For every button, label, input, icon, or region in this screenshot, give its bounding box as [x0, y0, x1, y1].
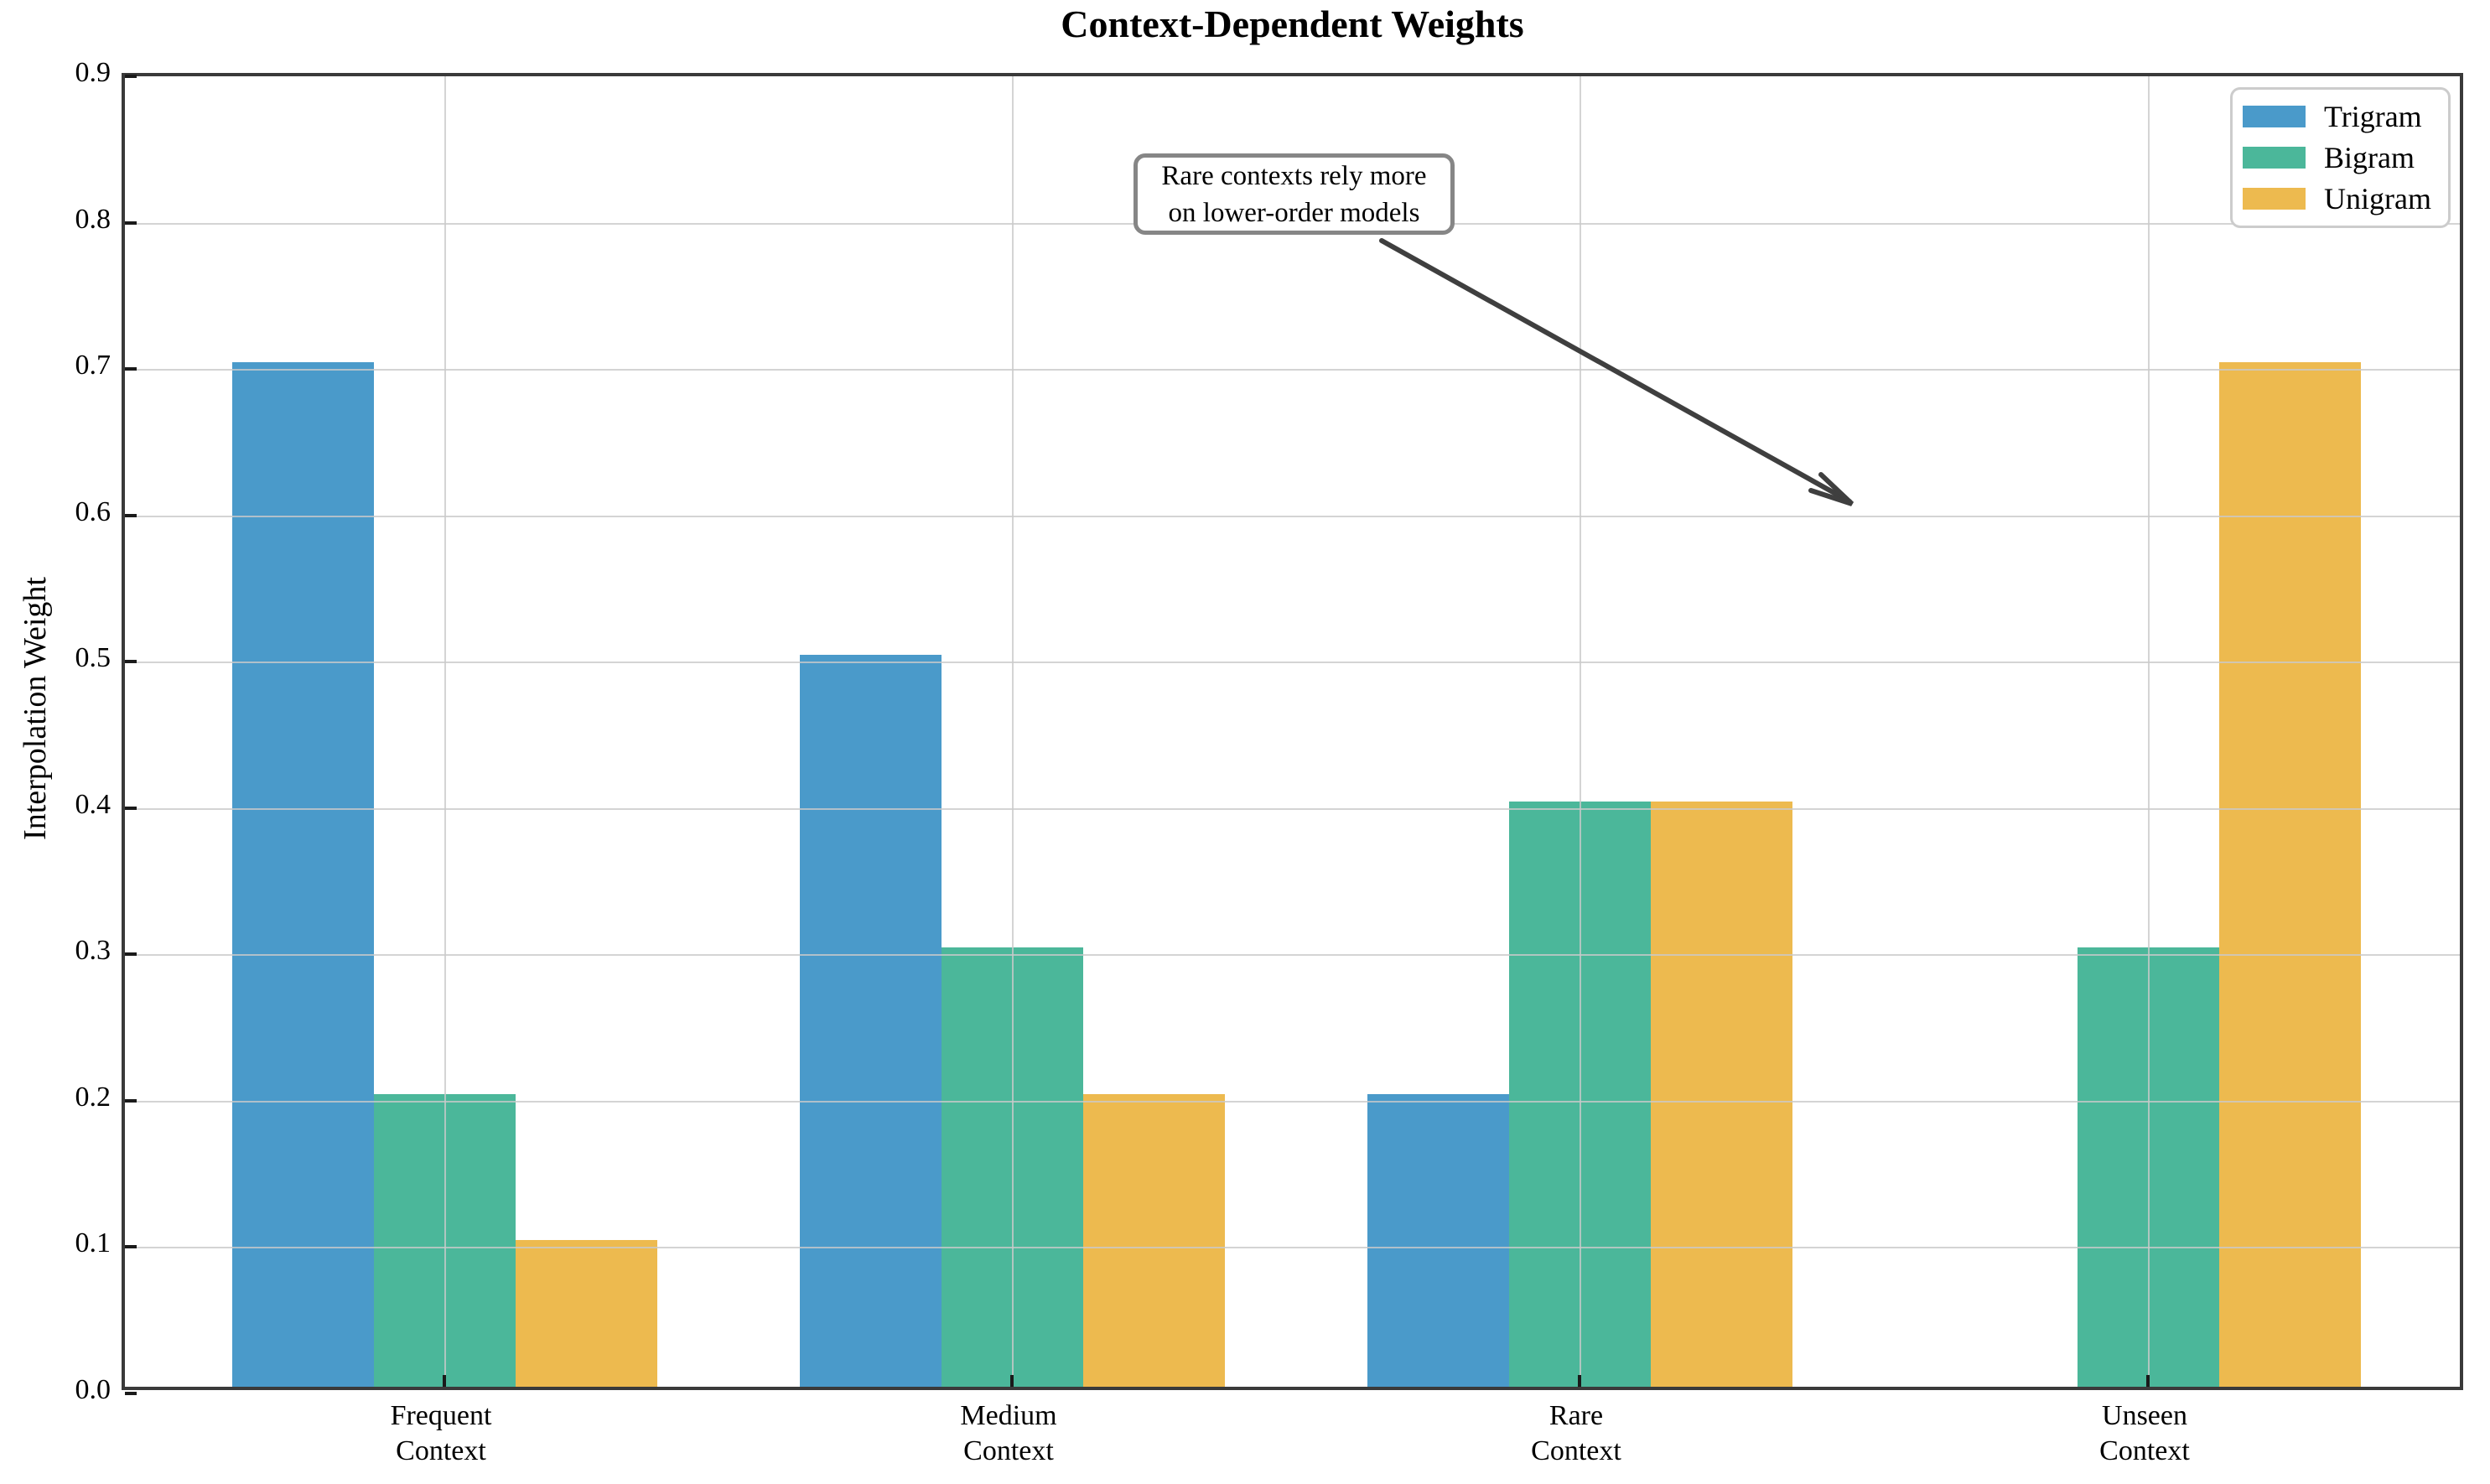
ytick-mark-0.0: [125, 1392, 137, 1395]
legend: Trigram Bigram Unigram: [2230, 87, 2451, 228]
bar-rare-trigram: [1367, 1093, 1509, 1387]
legend-label-unigram: Unigram: [2324, 181, 2431, 215]
gridline-y-0.4: [125, 807, 2460, 810]
xtick-label-unseen: Unseen Context: [2099, 1400, 2190, 1466]
gridline-x-unseen: [2148, 76, 2150, 1387]
ytick-label-0.1: 0.1: [75, 1227, 112, 1259]
legend-label-trigram: Trigram: [2324, 100, 2422, 134]
xtick-mark-frequent: [443, 1375, 446, 1387]
gridline-x-frequent: [444, 76, 446, 1387]
ytick-label-0.2: 0.2: [75, 1081, 112, 1113]
gridline-y-0.6: [125, 515, 2460, 517]
legend-swatch-unigram: [2243, 187, 2306, 210]
annotation-text-line1: Rare contexts rely more: [1161, 160, 1427, 191]
xtick-mark-unseen: [2146, 1375, 2150, 1387]
legend-row-trigram: Trigram: [2233, 99, 2448, 134]
ytick-mark-0.2: [125, 1098, 137, 1103]
ytick-label-0.9: 0.9: [75, 57, 112, 88]
ytick-mark-0.1: [125, 1245, 137, 1249]
ytick-label-0.3: 0.3: [75, 935, 112, 967]
ytick-mark-0.9: [125, 75, 137, 78]
ytick-label-0.6: 0.6: [75, 496, 112, 527]
ytick-label-0.8: 0.8: [75, 203, 112, 235]
annotation-text-line2: on lower-order models: [1168, 197, 1420, 228]
xtick-mark-rare: [1578, 1375, 1581, 1387]
ytick-label-0.4: 0.4: [75, 788, 112, 820]
xtick-label-rare: Rare Context: [1531, 1400, 1621, 1466]
gridline-x-medium: [1012, 76, 1014, 1387]
bar-rare-unigram: [1650, 801, 1792, 1387]
ytick-mark-0.3: [125, 952, 137, 957]
legend-row-bigram: Bigram: [2233, 140, 2448, 175]
gridline-x-rare: [1580, 76, 1581, 1387]
ytick-label-0.7: 0.7: [75, 350, 112, 381]
ytick-mark-0.7: [125, 367, 137, 371]
legend-label-bigram: Bigram: [2324, 140, 2415, 174]
bar-frequent-unigram: [515, 1240, 657, 1387]
ytick-mark-0.6: [125, 513, 137, 517]
ytick-label-0.0: 0.0: [75, 1374, 112, 1405]
chart-title: Context-Dependent Weights: [1061, 3, 1524, 45]
gridline-y-0.3: [125, 954, 2460, 957]
bar-frequent-trigram: [231, 362, 374, 1387]
gridline-y-0.2: [125, 1100, 2460, 1103]
legend-swatch-bigram: [2243, 146, 2306, 169]
ytick-mark-0.5: [125, 660, 137, 664]
gridline-y-0.1: [125, 1247, 2460, 1249]
bar-unseen-unigram: [2218, 362, 2361, 1387]
gridline-y-0.5: [125, 662, 2460, 664]
bar-medium-trigram: [799, 655, 942, 1387]
bar-medium-unigram: [1082, 1093, 1225, 1387]
annotation-callout: Rare contexts rely more on lower-order m…: [1133, 153, 1455, 235]
gridline-y-0.7: [125, 369, 2460, 371]
ytick-mark-0.4: [125, 806, 137, 810]
plot-area: [122, 73, 2463, 1395]
legend-swatch-trigram: [2243, 106, 2306, 128]
ytick-mark-0.8: [125, 221, 137, 225]
xtick-label-medium: Medium Context: [960, 1400, 1057, 1466]
xtick-mark-medium: [1010, 1375, 1014, 1387]
xtick-label-frequent: Frequent Context: [390, 1400, 492, 1466]
legend-row-unigram: Unigram: [2233, 181, 2448, 216]
ytick-label-0.5: 0.5: [75, 642, 112, 674]
